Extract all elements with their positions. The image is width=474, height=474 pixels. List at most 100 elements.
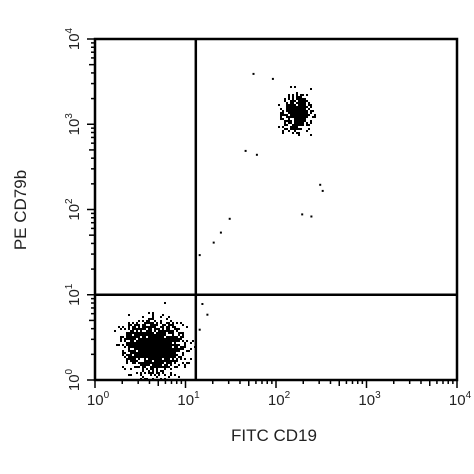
population-2-dot <box>302 104 304 106</box>
population-1-dot <box>166 326 168 328</box>
population-1-dot <box>144 346 146 348</box>
population-1-dot <box>128 342 130 344</box>
population-1-dot <box>162 314 164 316</box>
population-1-dot <box>174 350 176 352</box>
population-1-dot <box>176 360 178 362</box>
population-2-dot <box>300 100 302 102</box>
population-1-dot <box>152 368 154 370</box>
y-tick-label: 103 <box>64 113 83 136</box>
population-1-dot <box>162 342 164 344</box>
population-1-dot <box>146 348 148 350</box>
population-1-dot <box>176 346 178 348</box>
population-1-dot <box>168 328 170 330</box>
population-2-dot <box>288 116 290 118</box>
population-1-dot <box>186 340 188 342</box>
population-1-dot <box>136 360 138 362</box>
population-1-dot <box>160 322 162 324</box>
population-2-dot <box>296 128 298 130</box>
population-2-dot <box>298 120 300 122</box>
population-1-dot <box>146 354 148 356</box>
population-1-dot <box>132 358 134 360</box>
population-1-dot <box>168 324 170 326</box>
population-2-dot <box>298 116 300 118</box>
population-1-dot <box>142 316 144 318</box>
population-1-dot <box>170 368 172 370</box>
population-1-dot <box>172 360 174 362</box>
population-2-dot <box>290 108 292 110</box>
population-1-dot <box>182 348 184 350</box>
population-1-dot <box>156 362 158 364</box>
population-1-dot <box>156 334 158 336</box>
population-1-dot <box>150 324 152 326</box>
population-1-dot <box>162 346 164 348</box>
population-1-dot <box>172 322 174 324</box>
population-2-dot <box>292 104 294 106</box>
population-1-dot <box>172 348 174 350</box>
scattered-dot <box>212 241 215 244</box>
population-2-dot <box>292 132 294 134</box>
population-1-dot <box>142 328 144 330</box>
population-1-dot <box>128 356 130 358</box>
population-1-dot <box>152 332 154 334</box>
population-1-dot <box>152 336 154 338</box>
population-1-dot <box>140 334 142 336</box>
population-1-dot <box>156 324 158 326</box>
x-tick-label: 100 <box>87 390 110 409</box>
population-1-dot <box>140 354 142 356</box>
population-2-dot <box>296 132 298 134</box>
population-2-dot <box>282 132 284 134</box>
population-1-dot <box>166 330 168 332</box>
population-1-dot <box>126 362 128 364</box>
population-2-dot <box>304 114 306 116</box>
population-2-dot <box>284 98 286 100</box>
population-1-dot <box>132 362 134 364</box>
population-2-dot <box>286 102 288 104</box>
population-2-dot <box>288 104 290 106</box>
population-1-dot <box>170 374 172 376</box>
population-2-dot <box>294 100 296 102</box>
population-2-dot <box>304 110 306 112</box>
x-tick-label: 104 <box>449 390 472 409</box>
population-1-dot <box>152 334 154 336</box>
population-1-dot <box>160 354 162 356</box>
population-1-dot <box>162 352 164 354</box>
population-1-dot <box>138 366 140 368</box>
population-1-dot <box>136 336 138 338</box>
x-axis-label: FITC CD19 <box>231 426 317 445</box>
population-1-dot <box>190 358 192 360</box>
population-1-dot <box>142 370 144 372</box>
population-2-dot <box>286 116 288 118</box>
population-2-dot <box>296 118 298 120</box>
population-2-dot <box>292 128 294 130</box>
population-1-dot <box>130 374 132 376</box>
population-1-dot <box>164 374 166 376</box>
population-1-dot <box>146 356 148 358</box>
population-2-dot <box>288 122 290 124</box>
population-1-dot <box>122 352 124 354</box>
population-1-dot <box>172 326 174 328</box>
population-1-dot <box>138 332 140 334</box>
population-1-dot <box>164 356 166 358</box>
population-1-dot <box>158 338 160 340</box>
population-2-dot <box>304 102 306 104</box>
population-1-dot <box>152 322 154 324</box>
scattered-dot <box>252 72 255 75</box>
population-1-dot <box>174 342 176 344</box>
population-1-dot <box>150 356 152 358</box>
population-1-dot <box>166 360 168 362</box>
population-1-dot <box>152 372 154 374</box>
population-2-dot <box>304 108 306 110</box>
population-1-dot <box>144 332 146 334</box>
population-1-dot <box>162 362 164 364</box>
population-2-dot <box>288 112 290 114</box>
population-1-dot <box>146 346 148 348</box>
population-1-dot <box>164 340 166 342</box>
population-1-dot <box>166 322 168 324</box>
population-1-dot <box>154 350 156 352</box>
population-1-dot <box>158 374 160 376</box>
population-1-dot <box>138 350 140 352</box>
population-1-dot <box>138 336 140 338</box>
population-1-dot <box>138 326 140 328</box>
population-1-dot <box>130 330 132 332</box>
